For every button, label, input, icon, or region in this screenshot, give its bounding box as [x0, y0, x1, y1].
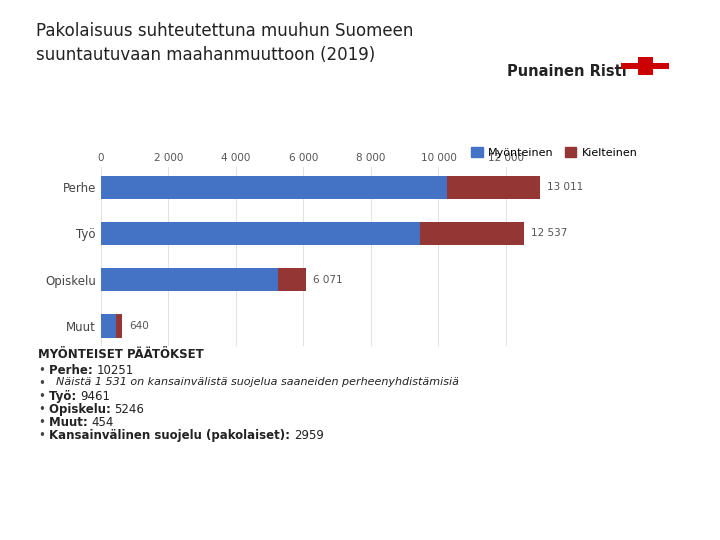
Legend: Myönteinen, Kielteinen: Myönteinen, Kielteinen: [467, 143, 642, 162]
Text: 640: 640: [129, 321, 149, 330]
Text: 6 071: 6 071: [312, 274, 342, 285]
Bar: [420, 221, 524, 246]
Text: •: •: [37, 416, 45, 429]
Text: 12 537: 12 537: [531, 228, 567, 239]
Text: MYÖNTEISET PÄÄTÖKSET: MYÖNTEISET PÄÄTÖKSET: [37, 348, 204, 361]
Text: •: •: [37, 363, 45, 376]
Text: Näistä 1 531 on kansainvälistä suojelua saaneiden perheenyhdistämisiä: Näistä 1 531 on kansainvälistä suojelua …: [56, 376, 459, 387]
Text: 9461: 9461: [80, 389, 110, 403]
Text: Perhe:: Perhe:: [49, 363, 96, 376]
Bar: [101, 221, 420, 246]
Bar: [101, 267, 278, 292]
Bar: [638, 57, 652, 75]
Bar: [621, 63, 669, 69]
Text: 454: 454: [91, 416, 114, 429]
Text: 10251: 10251: [96, 363, 134, 376]
Bar: [101, 176, 447, 199]
Text: •: •: [37, 376, 45, 389]
Text: Opiskelu:: Opiskelu:: [49, 403, 114, 416]
Text: •: •: [37, 389, 45, 403]
Text: Punainen Risti: Punainen Risti: [507, 64, 626, 79]
Text: 13 011: 13 011: [547, 183, 583, 192]
Text: Muut:: Muut:: [49, 416, 91, 429]
Bar: [101, 314, 116, 338]
Bar: [447, 176, 540, 199]
Text: •: •: [37, 429, 45, 442]
Text: 5246: 5246: [114, 403, 145, 416]
Text: Työ:: Työ:: [49, 389, 80, 403]
Bar: [278, 267, 306, 292]
Text: Pakolaisuus suhteutettuna muuhun Suomeen
suuntautuvaan maahanmuuttoon (2019): Pakolaisuus suhteutettuna muuhun Suomeen…: [36, 22, 413, 64]
Text: •: •: [37, 403, 45, 416]
Text: 2959: 2959: [294, 429, 323, 442]
Text: Kansainvälinen suojelu (pakolaiset):: Kansainvälinen suojelu (pakolaiset):: [49, 429, 294, 442]
Bar: [116, 314, 122, 338]
